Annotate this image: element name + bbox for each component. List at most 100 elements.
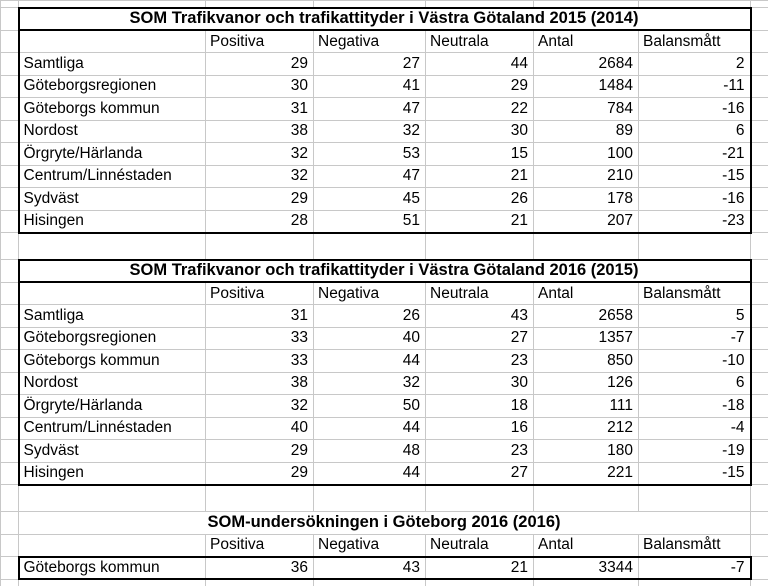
row-label[interactable]: Göteborgs kommun — [17, 555, 206, 580]
cell-value[interactable]: 210 — [533, 164, 639, 188]
grid-cell[interactable] — [0, 74, 19, 98]
cell-value[interactable]: 850 — [533, 349, 639, 373]
grid-cell[interactable] — [750, 259, 768, 283]
cell-value[interactable]: 212 — [533, 416, 639, 440]
grid-cell[interactable] — [18, 232, 206, 260]
cell-value[interactable]: 40 — [205, 416, 314, 440]
cell-value[interactable]: -15 — [638, 164, 752, 188]
cell-value[interactable]: 50 — [313, 394, 426, 418]
row-label[interactable]: Göteborgs kommun — [17, 97, 206, 121]
column-header[interactable]: Positiva — [205, 29, 314, 53]
grid-cell[interactable] — [0, 484, 19, 512]
grid-cell[interactable] — [205, 232, 314, 260]
cell-value[interactable]: -23 — [638, 209, 752, 234]
grid-cell[interactable] — [0, 142, 19, 166]
cell-value[interactable]: 44 — [313, 461, 426, 486]
cell-value[interactable]: 32 — [205, 142, 314, 166]
cell-value[interactable]: 100 — [533, 142, 639, 166]
grid-cell[interactable] — [750, 349, 768, 373]
cell-value[interactable]: -16 — [638, 187, 752, 211]
row-label[interactable]: Göteborgsregionen — [17, 74, 206, 98]
grid-cell[interactable] — [750, 439, 768, 463]
cell-value[interactable]: 43 — [425, 304, 534, 328]
row-label[interactable]: Centrum/Linnéstaden — [17, 416, 206, 440]
grid-cell[interactable] — [750, 29, 768, 53]
cell-value[interactable]: -19 — [638, 439, 752, 463]
cell-value[interactable]: 18 — [425, 394, 534, 418]
cell-value[interactable]: 22 — [425, 97, 534, 121]
cell-value[interactable]: 32 — [205, 394, 314, 418]
grid-cell[interactable] — [17, 29, 206, 53]
grid-cell[interactable] — [0, 259, 19, 283]
row-label[interactable]: Sydväst — [17, 187, 206, 211]
cell-value[interactable]: 5 — [638, 304, 752, 328]
grid-cell[interactable] — [313, 484, 426, 512]
cell-value[interactable]: 31 — [205, 304, 314, 328]
cell-value[interactable]: -15 — [638, 461, 752, 486]
grid-cell[interactable] — [750, 119, 768, 143]
cell-value[interactable]: 26 — [313, 304, 426, 328]
row-label[interactable]: Göteborgsregionen — [17, 326, 206, 350]
column-header[interactable]: Antal — [533, 281, 639, 305]
grid-cell[interactable] — [0, 209, 19, 233]
cell-value[interactable]: 221 — [533, 461, 639, 486]
grid-cell[interactable] — [750, 232, 768, 260]
cell-value[interactable]: 23 — [425, 439, 534, 463]
grid-cell[interactable] — [0, 511, 19, 535]
grid-cell[interactable] — [750, 326, 768, 350]
grid-cell[interactable] — [638, 232, 751, 260]
grid-cell[interactable] — [205, 0, 314, 8]
cell-value[interactable]: 180 — [533, 439, 639, 463]
grid-cell[interactable] — [0, 97, 19, 121]
column-header[interactable]: Balansmått — [638, 281, 752, 305]
grid-cell[interactable] — [18, 484, 206, 512]
cell-value[interactable]: 29 — [205, 439, 314, 463]
grid-cell[interactable] — [205, 484, 314, 512]
grid-cell[interactable] — [0, 164, 19, 188]
grid-cell[interactable] — [0, 533, 19, 557]
cell-value[interactable]: 30 — [205, 74, 314, 98]
cell-value[interactable]: 89 — [533, 119, 639, 143]
cell-value[interactable]: 26 — [425, 187, 534, 211]
column-header[interactable]: Negativa — [313, 533, 426, 557]
grid-cell[interactable] — [425, 0, 534, 8]
row-label[interactable]: Sydväst — [17, 439, 206, 463]
cell-value[interactable]: -7 — [638, 555, 752, 580]
cell-value[interactable]: 44 — [313, 349, 426, 373]
grid-cell[interactable] — [638, 0, 751, 8]
grid-cell[interactable] — [750, 461, 768, 485]
grid-cell[interactable] — [425, 232, 534, 260]
grid-cell[interactable] — [750, 533, 768, 557]
column-header[interactable]: Antal — [533, 29, 639, 53]
cell-value[interactable]: 47 — [313, 164, 426, 188]
grid-cell[interactable] — [638, 484, 751, 512]
table-title[interactable]: SOM Trafikvanor och trafikattityder i Vä… — [17, 258, 752, 283]
cell-value[interactable]: -18 — [638, 394, 752, 418]
grid-cell[interactable] — [750, 74, 768, 98]
table-title[interactable]: SOM-undersökningen i Göteborg 2016 (2016… — [18, 511, 751, 535]
cell-value[interactable]: -10 — [638, 349, 752, 373]
grid-cell[interactable] — [425, 484, 534, 512]
cell-value[interactable]: 1357 — [533, 326, 639, 350]
grid-cell[interactable] — [750, 0, 768, 8]
cell-value[interactable]: 2 — [638, 52, 752, 76]
cell-value[interactable]: 38 — [205, 119, 314, 143]
row-label[interactable]: Örgryte/Härlanda — [17, 394, 206, 418]
row-label[interactable]: Centrum/Linnéstaden — [17, 164, 206, 188]
cell-value[interactable]: 33 — [205, 349, 314, 373]
column-header[interactable]: Antal — [533, 533, 639, 557]
grid-cell[interactable] — [750, 142, 768, 166]
grid-cell[interactable] — [0, 416, 19, 440]
row-label[interactable]: Hisingen — [17, 209, 206, 234]
cell-value[interactable]: 29 — [425, 74, 534, 98]
cell-value[interactable]: 48 — [313, 439, 426, 463]
grid-cell[interactable] — [750, 511, 768, 535]
grid-cell[interactable] — [750, 394, 768, 418]
grid-cell[interactable] — [0, 461, 19, 485]
grid-cell[interactable] — [750, 97, 768, 121]
grid-cell[interactable] — [750, 164, 768, 188]
cell-value[interactable]: -4 — [638, 416, 752, 440]
grid-cell[interactable] — [0, 349, 19, 373]
cell-value[interactable]: 21 — [425, 164, 534, 188]
grid-cell[interactable] — [533, 0, 639, 8]
